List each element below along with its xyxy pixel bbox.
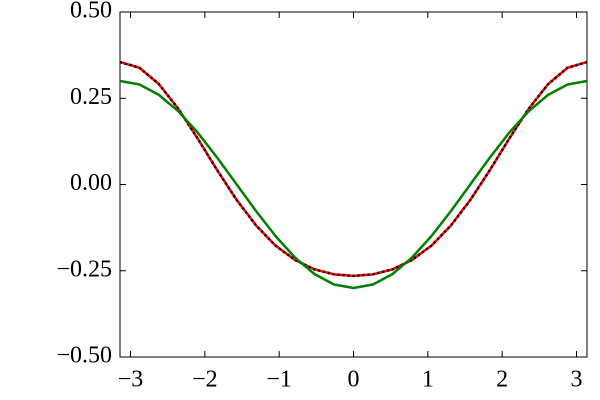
y-tick-label: 0.00 [70,170,112,196]
series-line [119,60,588,278]
series-line [119,79,588,290]
series-line [119,60,588,278]
y-tick-label: −0.25 [56,256,112,282]
plot-frame [119,11,588,358]
x-tick-label: 2 [496,367,508,393]
x-tick-label: 0 [348,367,360,393]
y-tick-label: 0.25 [70,84,112,110]
x-tick-label: −2 [192,367,218,393]
y-tick-label: 0.50 [70,0,112,24]
x-tick-label: 3 [570,367,582,393]
x-tick-label: −1 [266,367,292,393]
x-tick-label: −3 [118,367,144,393]
y-tick-label: −0.50 [56,343,112,369]
x-tick-label: 1 [422,367,434,393]
